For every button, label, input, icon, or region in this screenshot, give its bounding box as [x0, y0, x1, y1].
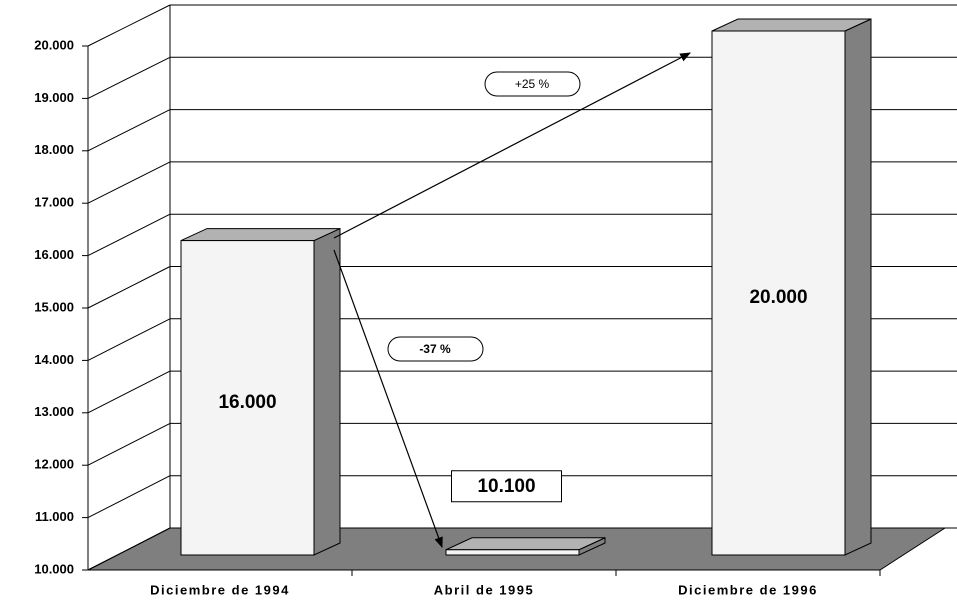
y-tick-label: 17.000: [34, 195, 74, 210]
x-tick-label: Diciembre de 1996: [678, 582, 818, 597]
arrow: [333, 249, 443, 549]
annotation: +25 %: [515, 77, 550, 91]
bar: [180, 240, 315, 556]
grid-line: [87, 213, 171, 257]
bar-side: [844, 18, 872, 556]
grid-line: [87, 475, 171, 519]
grid-line: [87, 109, 171, 152]
y-tick-label: 18.000: [34, 142, 74, 157]
arrow: [333, 52, 691, 239]
grid-line: [87, 266, 171, 309]
x-tick-label: Diciembre de 1994: [150, 582, 290, 597]
y-tick-label: 15.000: [34, 299, 74, 314]
grid-line: [87, 318, 171, 361]
annotation-box: [484, 71, 581, 97]
bar: [711, 30, 846, 556]
bar-side: [313, 227, 341, 556]
bar: [445, 549, 580, 556]
y-tick-label: 13.000: [34, 404, 74, 419]
grid-line: [87, 527, 171, 571]
grid-line: [87, 4, 171, 47]
y-tick-label: 16.000: [34, 247, 74, 262]
grid-line: [87, 56, 171, 99]
annotation-box: [387, 336, 484, 362]
y-tick-label: 11.000: [35, 509, 74, 524]
bar-top: [711, 18, 872, 32]
data-label: 16.000: [218, 392, 276, 413]
data-label-box: [451, 470, 562, 503]
y-tick-label: 20.000: [34, 37, 74, 52]
y-tick-label: 19.000: [34, 90, 74, 105]
y-tick-label: 10.000: [34, 561, 74, 576]
data-label: 10.100: [477, 476, 535, 497]
data-label: 20.000: [749, 287, 807, 308]
y-tick-label: 12.000: [34, 457, 74, 472]
grid-line: [87, 161, 171, 204]
grid-line: [87, 422, 171, 466]
annotation: -37 %: [419, 342, 451, 356]
y-tick-label: 14.000: [34, 352, 74, 367]
bar-top: [445, 537, 606, 551]
x-tick-label: Abril de 1995: [434, 582, 534, 597]
grid-line: [87, 370, 171, 414]
bar-top: [180, 228, 341, 242]
